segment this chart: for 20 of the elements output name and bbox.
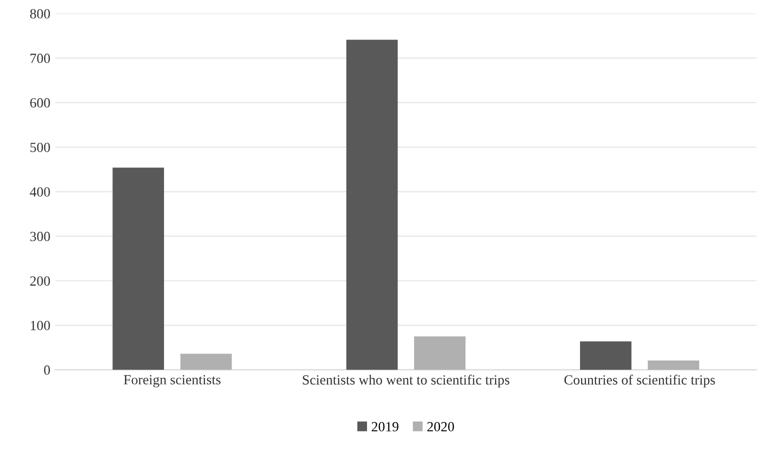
bar	[648, 360, 700, 370]
bar	[580, 341, 632, 370]
y-tick-label: 0	[44, 365, 50, 375]
y-tick-label: 100	[30, 320, 50, 330]
bar	[414, 336, 466, 370]
x-tick-label: Scientists who went to scientific trips	[302, 374, 510, 388]
y-tick-label: 800	[30, 9, 50, 18]
y-tick-label: 400	[30, 187, 50, 197]
x-tick-label: Foreign scientists	[124, 375, 220, 388]
y-tick-label: 600	[30, 98, 50, 108]
legend-label: 2019	[372, 422, 398, 432]
y-tick-label: 300	[30, 232, 50, 242]
y-tick-label: 200	[30, 276, 50, 286]
bar	[346, 40, 398, 370]
legend-label: 2020	[427, 422, 454, 432]
bar	[180, 354, 232, 370]
y-tick-label: 500	[30, 142, 50, 152]
x-tick-label: Countries of scientific trips	[564, 374, 715, 388]
bar	[112, 168, 164, 370]
y-tick-label: 700	[30, 54, 50, 64]
